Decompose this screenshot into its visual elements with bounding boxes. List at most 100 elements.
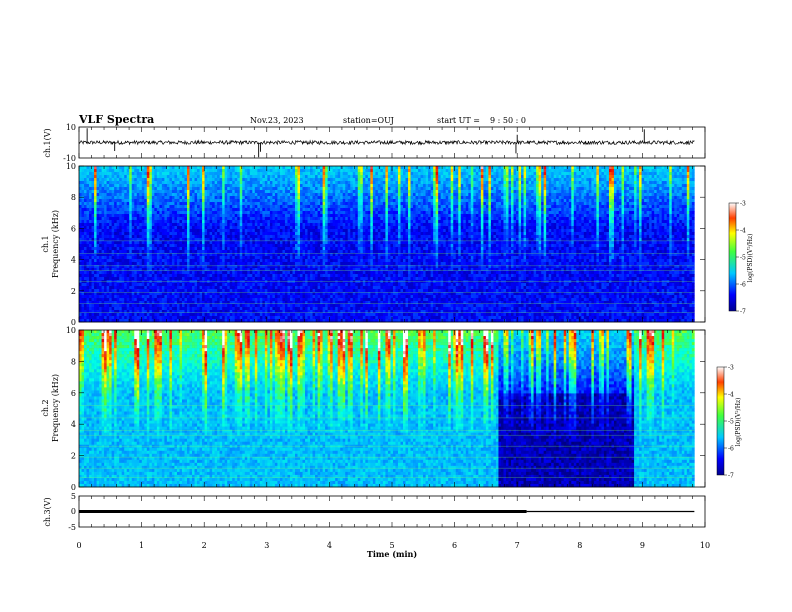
ch1-spectrogram-cell [259, 289, 263, 293]
ch1-spectrogram-cell [181, 205, 185, 209]
ch1-spectrogram-cell [151, 295, 155, 299]
ch1-spectrogram-cell [247, 289, 251, 293]
ch1-spectrogram-cell [274, 178, 278, 182]
ch1-spectrogram-cell [154, 181, 158, 185]
ch1-spectrogram-cell [272, 199, 276, 203]
ch1-spectrogram-cell [81, 235, 85, 239]
ch1-spectrogram-cell [247, 172, 251, 176]
ch1-spectrogram-cell [209, 235, 213, 239]
ch1-spectrogram-cell [234, 169, 238, 173]
ch1-spectrogram-cell [124, 178, 128, 182]
ch1-spectrogram-cell [297, 286, 301, 290]
ch1-spectrogram-cell [219, 196, 223, 200]
ch1-spectrogram-cell [274, 301, 278, 305]
ch1-spectrogram-cell [272, 301, 276, 305]
ch1-spectrogram-cell [129, 175, 133, 179]
ch1-spectrogram-cell [219, 289, 223, 293]
ch1-spectrogram-cell [224, 292, 228, 296]
ch1-spectrogram-cell [106, 268, 110, 272]
ch1-spectrogram-cell [212, 250, 215, 254]
ch1-spectrogram-cell [267, 175, 271, 179]
ch1-spectrogram-cell [129, 289, 133, 293]
ch1-spectrogram-cell [269, 172, 273, 176]
ch1-spectrogram-cell [222, 208, 225, 212]
ch1-spectrogram-cell [126, 193, 130, 197]
ch1-spectrogram-cell [126, 256, 130, 260]
ch1-spectrogram-cell [139, 262, 143, 266]
ch1-spectrogram-cell [295, 307, 298, 311]
ch1-spectrogram-cell [109, 181, 112, 185]
ch1-spectrogram-cell [292, 289, 296, 293]
ch1-spectrogram-cell [179, 187, 183, 191]
ch1-spectrogram-cell [305, 319, 308, 323]
ch1-spectrogram-cell [277, 172, 281, 176]
ch1-spectrogram-cell [179, 232, 183, 236]
ch1-spectrogram-cell [295, 247, 298, 251]
ch1-spectrogram-cell [134, 175, 138, 179]
ch1-spectrogram-cell [224, 301, 228, 305]
ch1-spectrogram-cell [96, 238, 100, 242]
ch1-spectrogram-cell [295, 259, 298, 263]
ch1-spectrogram-cell [242, 226, 246, 230]
ch1-spectrogram-cell [106, 205, 110, 209]
ch1-spectrogram-cell [192, 307, 195, 311]
ch1-spectrogram-cell [305, 301, 308, 305]
ch1-spectrogram-cell [96, 277, 100, 281]
ch1-spectrogram-cell [224, 196, 228, 200]
ch1-spectrogram-cell [106, 256, 110, 260]
ch1-spectrogram-cell [187, 283, 190, 287]
ch1-spectrogram-cell [124, 220, 128, 224]
ch1-spectrogram-cell [126, 313, 130, 317]
ch1-spectrogram-cell [229, 262, 233, 266]
ch1-spectrogram-cell [91, 319, 95, 323]
ch1-spectrogram-cell [174, 172, 178, 176]
ch1-spectrogram-cell [174, 214, 178, 218]
ch1-spectrogram-cell [204, 271, 208, 275]
ch1-spectrogram-cell [121, 298, 125, 302]
ch1-spectrogram-cell [295, 172, 298, 176]
ch1-spectrogram-cell [164, 187, 168, 191]
ch1-spectrogram-cell [161, 187, 165, 191]
ch1-spectrogram-cell [257, 268, 261, 272]
ch1-spectrogram-cell [219, 268, 223, 272]
ch1-spectrogram-cell [166, 226, 170, 230]
ch1-spectrogram-cell [199, 304, 203, 308]
ch1-spectrogram-cell [141, 193, 145, 197]
ch1-spectrogram-cell [302, 313, 306, 317]
ch1-spectrogram-cell [312, 250, 316, 254]
ch1-spectrogram-cell [119, 178, 122, 182]
ch1-spectrogram-cell [84, 193, 87, 197]
ch1-spectrogram-cell [104, 301, 107, 305]
ch1-waveform-ticks [78, 127, 706, 158]
ch1-spectrogram-cell [101, 298, 105, 302]
ch1-spectrogram-cell [154, 235, 158, 239]
ch1-spectrogram-cell [267, 214, 271, 218]
ch1-spectrogram-cell [289, 223, 293, 227]
ch1-spectrogram-cell [217, 298, 220, 302]
ch1-spectrogram-cell [305, 220, 308, 224]
ch1-spectrogram-cell [151, 301, 155, 305]
ch1-spectrogram-cell [229, 277, 233, 281]
ch1-spectrogram-cell [141, 319, 145, 323]
ch1-spectrogram-cell [269, 208, 273, 212]
ch1-spectrogram-cell [297, 202, 301, 206]
ch1-spectrogram-cell [136, 178, 140, 182]
ch1-spectrogram-cell [181, 202, 185, 206]
ch1-spectrogram-cell [239, 217, 243, 221]
ch1-spectrogram-cell [257, 298, 261, 302]
ch1-spectrogram-cell [269, 250, 273, 254]
ch1-spectrogram-cell [297, 301, 301, 305]
ch1-spectrogram-cell [239, 298, 243, 302]
ch1-spectrogram-cell [184, 301, 188, 305]
ch1-spectrogram-cell [134, 172, 138, 176]
ch1-spectrogram-cell [284, 175, 288, 179]
ch1-spectrogram-cell [139, 283, 143, 287]
ch1-spectrogram-cell [181, 304, 185, 308]
ch1-spectrogram-cell [149, 178, 153, 182]
ch1-spectrogram-cell [131, 277, 135, 281]
ch1-spectrogram-cell [121, 277, 125, 281]
ch1-spectrogram-cell [234, 295, 238, 299]
ch1-spectrogram-cell [134, 199, 138, 203]
ch1-spectrogram-cell [219, 283, 223, 287]
ch1-spectrogram-cell [171, 217, 175, 221]
